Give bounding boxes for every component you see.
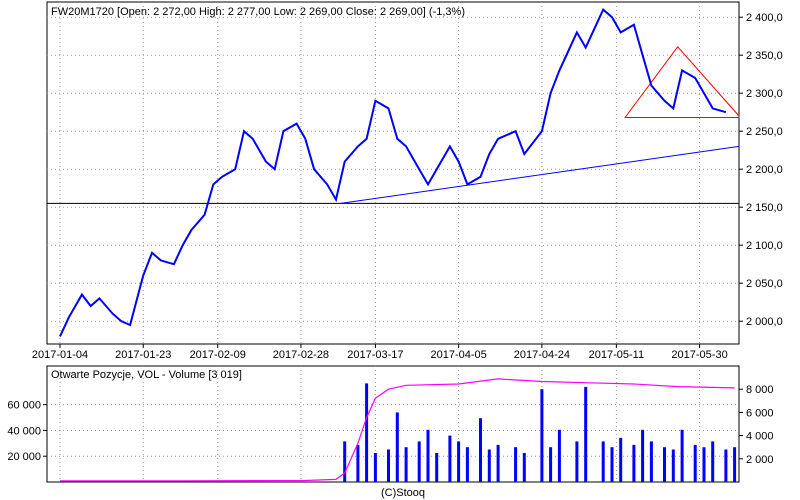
price-y-tick-label: 2 000,0 [746, 316, 783, 328]
price-y-tick-label: 2 050,0 [746, 278, 783, 290]
volume-left-tick-label: 20 000 [7, 451, 41, 463]
volume-bar [584, 386, 588, 482]
volume-bar [404, 447, 408, 482]
volume-bar [487, 449, 491, 482]
volume-right-tick-label: 8 000 [746, 384, 774, 396]
price-x-tick-label: 2017-05-11 [589, 349, 644, 361]
price-panel: 2 000,0 2 050,0 2 100,0 2 150,0 2 200,0 2 250… [32, 1, 783, 361]
volume-panel-frame [46, 365, 740, 483]
triangle-pattern [624, 46, 740, 118]
volume-chart-title: Otwarte Pozycje, VOL - Volume [3 019] [51, 369, 242, 381]
volume-left-tick-label: 60 000 [7, 400, 41, 412]
price-y-tick-label: 2 300,0 [746, 88, 783, 100]
price-y-tick-label: 2 100,0 [746, 240, 783, 252]
volume-bar [649, 441, 653, 482]
volume-bar [632, 444, 636, 482]
volume-bar [724, 449, 728, 482]
volume-bar [426, 429, 430, 482]
price-panel-frame [46, 1, 740, 345]
price-y-axis: 2 000,0 2 050,0 2 100,0 2 150,0 2 200,0 2 250… [739, 12, 783, 328]
volume-bar [711, 441, 715, 482]
price-annotations [47, 46, 740, 204]
copyright-footer: (C)Stooq [381, 487, 425, 499]
price-y-tick-label: 2 250,0 [746, 126, 783, 138]
price-y-tick-label: 2 200,0 [746, 164, 783, 176]
volume-bar [702, 447, 706, 482]
volume-bar [479, 418, 482, 482]
volume-bar [395, 412, 399, 482]
volume-bar [522, 453, 526, 482]
price-x-tick-label: 2017-04-24 [514, 349, 570, 361]
price-x-tick-label: 2017-02-28 [273, 349, 329, 361]
volume-bar [601, 441, 605, 482]
price-series-line [59, 7, 727, 337]
volume-right-tick-label: 6 000 [746, 407, 774, 419]
volume-bar [496, 444, 500, 482]
price-y-tick-label: 2 350,0 [746, 50, 783, 62]
price-x-tick-label: 2017-02-09 [190, 349, 246, 361]
price-y-tick-label: 2 150,0 [746, 202, 783, 214]
volume-bar [575, 441, 579, 482]
volume-left-tick-label: 40 000 [7, 425, 41, 437]
volume-bar [540, 389, 544, 482]
volume-right-y-axis: 2 000 4 000 6 000 8 000 [739, 384, 774, 466]
volume-right-tick-label: 4 000 [746, 431, 774, 443]
price-x-axis: 2017-01-04 2017-01-23 2017-02-09 2017-02-28… [32, 344, 728, 361]
price-grid [47, 2, 739, 344]
volume-bar [641, 429, 645, 482]
volume-bar [610, 447, 614, 482]
trend-line [340, 145, 740, 204]
volume-bar [457, 441, 461, 482]
price-x-tick-label: 2017-03-17 [347, 349, 403, 361]
volume-bar [619, 437, 623, 482]
volume-bar [514, 447, 518, 482]
volume-bars [343, 383, 737, 482]
volume-bar [671, 449, 675, 482]
volume-left-y-axis: 20 000 40 000 60 000 [7, 400, 47, 463]
volume-bar [465, 447, 469, 482]
volume-bar [435, 453, 439, 482]
volume-right-tick-label: 2 000 [746, 454, 774, 466]
volume-bar [343, 441, 347, 482]
volume-bar [373, 453, 377, 482]
volume-bar [387, 449, 390, 482]
volume-bar [557, 429, 561, 482]
volume-bar [680, 429, 684, 482]
volume-bar [733, 447, 737, 482]
volume-bar [693, 444, 697, 482]
volume-bar [417, 441, 421, 482]
price-x-tick-label: 2017-01-23 [115, 349, 171, 361]
open-interest-line [60, 378, 735, 482]
volume-bar [356, 444, 360, 482]
price-x-tick-label: 2017-05-30 [671, 349, 727, 361]
volume-bar [663, 447, 666, 482]
price-chart-title: FW20M1720 [Open: 2 272,00 High: 2 277,00… [51, 6, 465, 18]
volume-bar [448, 435, 452, 482]
price-y-tick-label: 2 400,0 [746, 12, 783, 24]
price-x-tick-label: 2017-04-05 [430, 349, 486, 361]
volume-bar [365, 383, 369, 482]
price-x-tick-label: 2017-01-04 [32, 349, 88, 361]
volume-bar [549, 447, 553, 482]
